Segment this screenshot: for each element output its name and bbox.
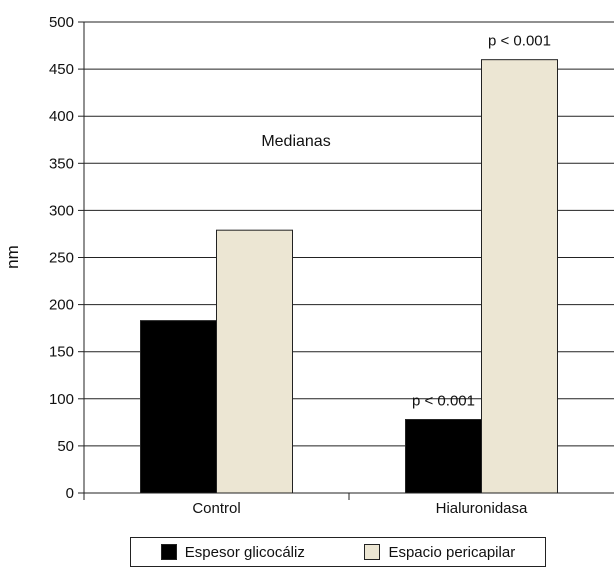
chart-annotation: Medianas bbox=[261, 133, 330, 150]
y-tick-label: 50 bbox=[57, 438, 74, 455]
legend-label-espesor: Espesor glicocáliz bbox=[184, 543, 305, 561]
x-tick-label: Control bbox=[192, 500, 240, 517]
y-tick-label: 300 bbox=[49, 202, 74, 219]
bar-chart: 0 50 100 150 200 250 300 350 400 450 500 Control Hia… bbox=[3, 14, 614, 517]
y-tick-label: 200 bbox=[49, 297, 74, 314]
x-tick-label: Hialuronidasa bbox=[436, 500, 528, 517]
y-tick-label: 250 bbox=[49, 250, 74, 267]
bar-espesor-hialuronidasa bbox=[405, 419, 482, 494]
y-tick-label: 100 bbox=[49, 391, 74, 408]
p-value-label: p < 0.001 bbox=[412, 393, 475, 410]
y-tick-label: 150 bbox=[49, 344, 74, 361]
legend-swatch-espesor bbox=[160, 544, 177, 560]
bar-espesor-control bbox=[140, 320, 217, 494]
bar-espacio-hialuronidasa bbox=[481, 59, 558, 494]
legend-item-espacio: Espacio pericapilar bbox=[364, 544, 515, 561]
labels: 0 50 100 150 200 250 300 350 400 450 500 Control Hia… bbox=[49, 14, 551, 517]
legend-item-espesor: Espesor glicocáliz bbox=[160, 543, 305, 561]
y-tick-label: 450 bbox=[49, 61, 74, 78]
axes bbox=[78, 21, 614, 500]
y-tick-label: 500 bbox=[49, 14, 74, 31]
y-tick-label: 400 bbox=[49, 108, 74, 125]
y-axis-label: nm bbox=[3, 245, 22, 269]
y-tick-label: 0 bbox=[66, 485, 74, 502]
bar-espacio-control bbox=[216, 229, 293, 494]
legend: Espesor glicocáliz Espacio pericapilar bbox=[130, 537, 546, 567]
p-value-label: p < 0.001 bbox=[488, 33, 551, 50]
bars bbox=[140, 59, 558, 494]
y-tick-label: 350 bbox=[49, 155, 74, 172]
legend-swatch-espacio bbox=[364, 544, 381, 560]
legend-label-espacio: Espacio pericapilar bbox=[388, 543, 516, 561]
